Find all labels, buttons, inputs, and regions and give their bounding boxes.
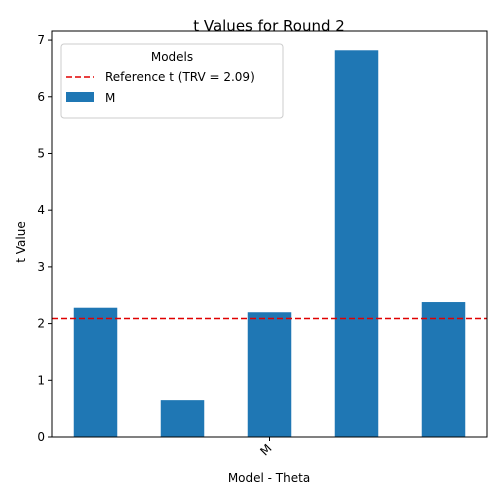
x-tick-label-0: M [257, 441, 274, 458]
legend: Models Reference t (TRV = 2.09) M [60, 43, 284, 119]
y-axis-label: t Value [14, 221, 28, 262]
bar-3 [334, 50, 379, 437]
y-tick-label-4: 4 [37, 203, 45, 217]
y-tick-label-7: 7 [37, 33, 45, 47]
legend-series-label: M [105, 91, 115, 105]
bar-1 [160, 400, 205, 437]
y-tick-label-1: 1 [37, 373, 45, 387]
legend-box [60, 43, 284, 119]
chart-title: t Values for Round 2 [193, 17, 345, 35]
y-tick-label-0: 0 [37, 430, 45, 444]
plot-area: 0 1 2 3 4 5 6 7 M [37, 30, 488, 458]
bar-4 [421, 302, 466, 437]
y-tick-label-2: 2 [37, 317, 45, 331]
legend-title: Models [151, 50, 193, 64]
x-axis-label: Model - Theta [228, 471, 310, 485]
y-tick-label-5: 5 [37, 146, 45, 160]
y-tick-label-3: 3 [37, 260, 45, 274]
legend-series-swatch [66, 92, 94, 102]
y-tick-label-6: 6 [37, 90, 45, 104]
bar-2 [247, 312, 292, 437]
bar-0 [73, 307, 118, 437]
legend-reference-label: Reference t (TRV = 2.09) [105, 70, 255, 84]
